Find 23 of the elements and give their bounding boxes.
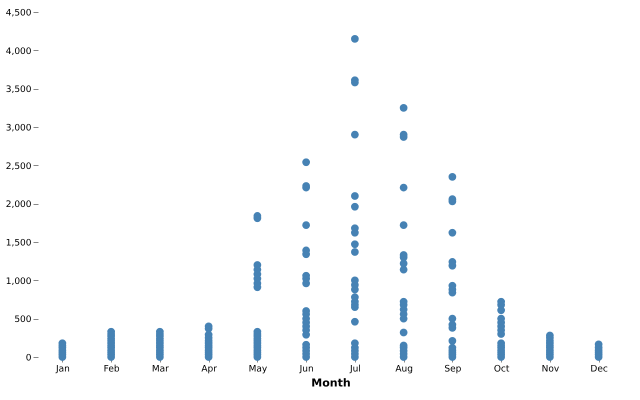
y-tick-label: 3,500 bbox=[6, 85, 32, 96]
x-tick-label: Dec bbox=[590, 364, 608, 374]
y-tick-label: 1,000 bbox=[6, 276, 32, 287]
y-tick-label: 4,000 bbox=[6, 46, 32, 57]
x-tick-label: Jan bbox=[54, 364, 70, 374]
x-tick-label: Aug bbox=[395, 364, 413, 374]
y-tick-label: 2,000 bbox=[6, 200, 32, 210]
y-tick-label: 3,000 bbox=[6, 124, 32, 134]
x-tick-label: Feb bbox=[104, 364, 120, 374]
x-tick-label: Apr bbox=[201, 364, 218, 374]
x-tick-label: Jun bbox=[298, 364, 314, 374]
y-tick-label: 4,500 bbox=[6, 8, 32, 18]
x-tick-label: Oct bbox=[494, 364, 510, 374]
y-tick-label: 1,500 bbox=[6, 238, 32, 248]
x-tick-label: Sep bbox=[444, 364, 462, 374]
x-tick-label: Mar bbox=[152, 364, 170, 374]
x-tick-label: Jul bbox=[348, 364, 361, 374]
x-tick-label: Nov bbox=[542, 364, 560, 374]
y-tick-label: 2,500 bbox=[6, 162, 32, 172]
x-tick-label: May bbox=[248, 364, 268, 374]
x-axis-title: Month bbox=[311, 376, 351, 390]
y-tick-label: 500 bbox=[14, 315, 32, 326]
y-tick-label: 0 bbox=[26, 354, 32, 364]
